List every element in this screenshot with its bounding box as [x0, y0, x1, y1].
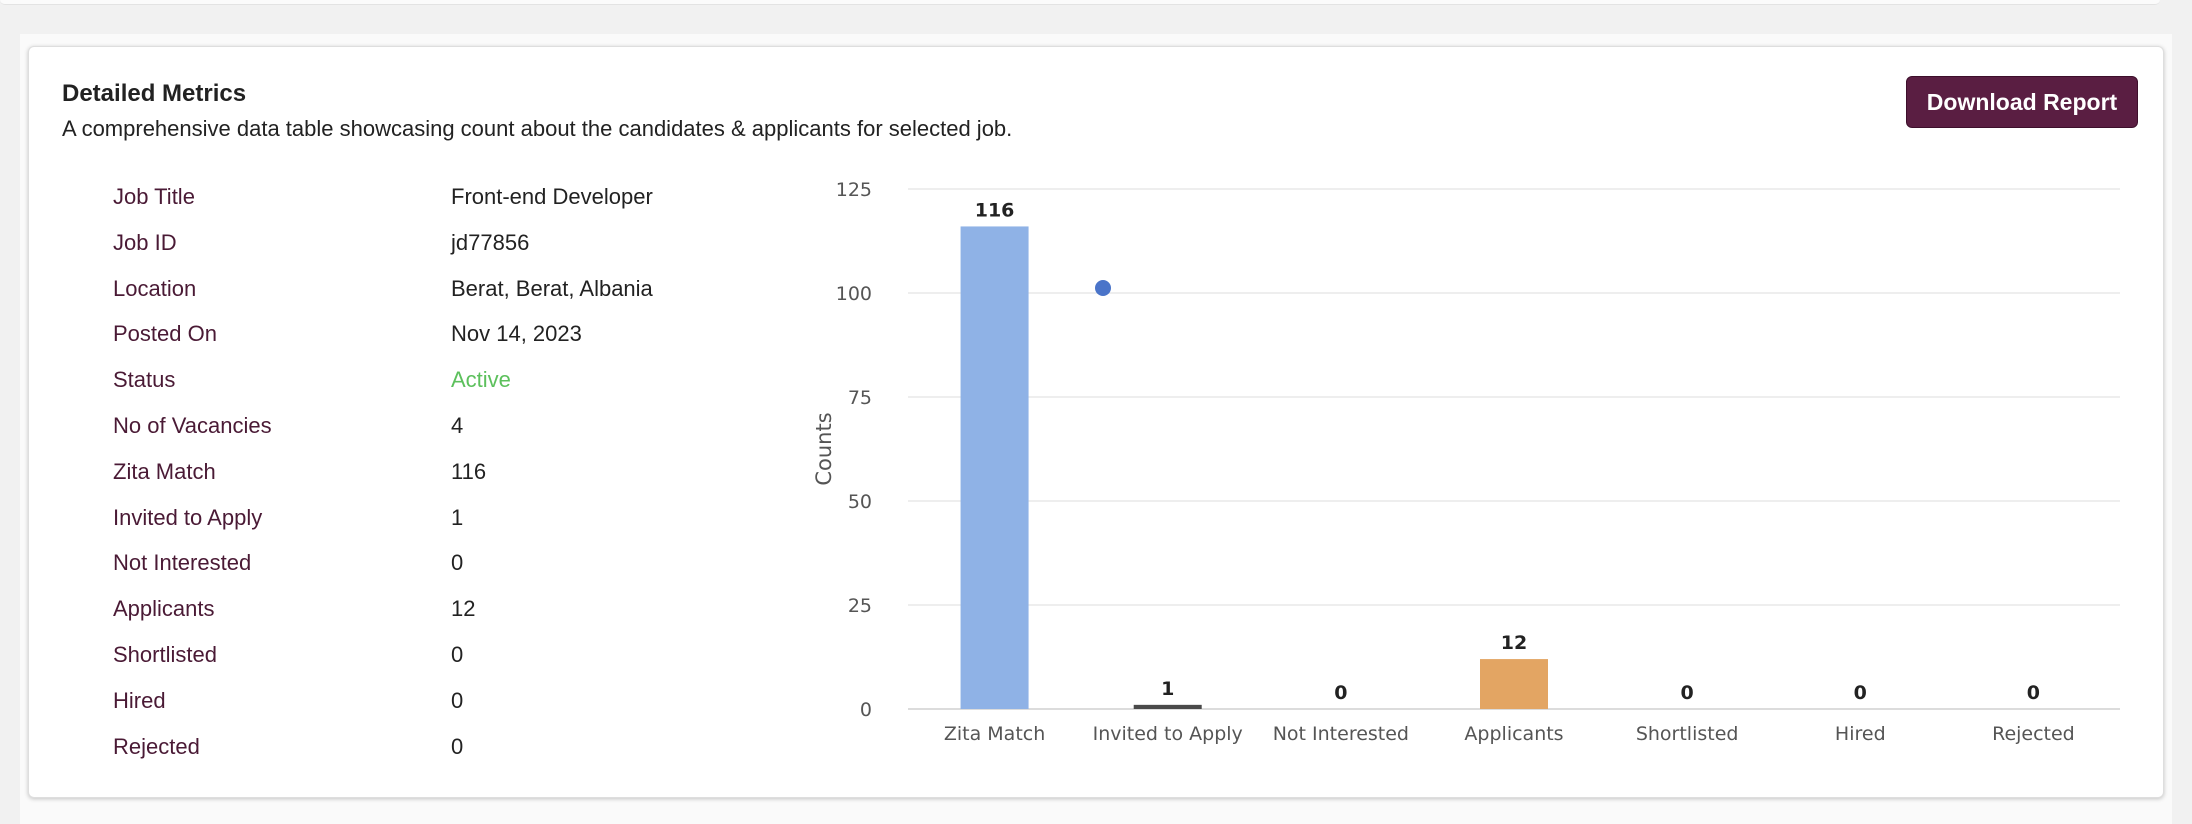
detail-row-status: Status Active	[113, 359, 713, 405]
detail-label: Applicants	[113, 596, 215, 622]
detail-value: 4	[451, 412, 464, 438]
detail-value: 12	[451, 596, 476, 622]
detail-value: Nov 14, 2023	[451, 321, 582, 347]
detail-row-vacancies: No of Vacancies 4	[113, 405, 713, 451]
detail-row-shortlisted: Shortlisted 0	[113, 634, 713, 680]
y-tick-label: 75	[848, 387, 872, 409]
bar	[960, 226, 1029, 709]
detail-label: Zita Match	[113, 458, 216, 484]
y-tick-label: 25	[848, 595, 872, 617]
detail-value: 0	[451, 550, 464, 576]
detail-row-hired: Hired 0	[113, 680, 713, 726]
detail-value: Berat, Berat, Albania	[451, 275, 653, 301]
y-tick-label: 0	[860, 699, 872, 721]
y-tick-label: 50	[848, 491, 872, 513]
x-tick-label: Applicants	[1464, 723, 1563, 745]
data-label: 1	[1161, 678, 1174, 700]
y-tick-label: 100	[836, 283, 872, 305]
detail-value: 1	[451, 504, 464, 530]
data-label: 0	[1334, 682, 1347, 704]
page-subtitle: A comprehensive data table showcasing co…	[62, 116, 1013, 141]
metrics-card	[28, 46, 2164, 798]
detail-label: Job Title	[113, 184, 195, 209]
detail-label: Hired	[113, 687, 166, 713]
detail-row-rejected: Rejected 0	[113, 726, 713, 772]
data-label: 0	[1681, 682, 1694, 704]
y-tick-label: 125	[836, 179, 872, 201]
x-tick-label: Zita Match	[944, 723, 1045, 745]
detail-label: Job ID	[113, 229, 177, 255]
y-axis-label: Counts	[812, 412, 836, 485]
detail-label: Posted On	[113, 321, 217, 347]
page-title: Detailed Metrics	[62, 80, 247, 107]
detail-label: Location	[113, 275, 197, 301]
x-tick-label: Invited to Apply	[1093, 723, 1243, 745]
detail-row-job-id: Job ID jd77856	[113, 222, 713, 268]
data-label: 116	[975, 199, 1015, 221]
detail-row-applicants: Applicants 12	[113, 588, 713, 634]
x-tick-label: Not Interested	[1273, 723, 1409, 745]
data-label: 0	[2027, 682, 2040, 704]
x-tick-label: Hired	[1835, 723, 1886, 745]
detail-label: No of Vacancies	[113, 412, 272, 438]
bar	[1133, 704, 1202, 709]
detail-row-job-title: Job Title Front-end Developer	[113, 176, 713, 222]
detail-value: 0	[451, 733, 464, 759]
detail-value: Front-end Developer	[451, 184, 653, 209]
data-label: 0	[1854, 682, 1867, 704]
detail-value: 0	[451, 641, 464, 667]
download-report-button[interactable]: Download Report	[1906, 76, 2138, 128]
detail-value: 0	[451, 687, 464, 713]
detail-label: Status	[113, 367, 176, 393]
detail-value: 116	[451, 458, 487, 484]
detail-value: jd77856	[451, 229, 530, 255]
counts-bar-chart: 0 25 50 75 100 125 Counts 116 Zita Match 1 Invited…	[812, 179, 2120, 745]
hover-marker-dot	[1095, 280, 1111, 296]
data-label: 12	[1501, 632, 1527, 654]
job-details-table: Job Title Front-end Developer Job ID jd7…	[113, 176, 713, 771]
detail-row-location: Location Berat, Berat, Albania	[113, 268, 713, 314]
detail-label: Shortlisted	[113, 641, 217, 667]
top-strip	[0, 0, 2160, 5]
detail-row-not-interested: Not Interested 0	[113, 542, 713, 588]
detail-label: Invited to Apply	[113, 504, 263, 530]
detail-row-posted-on: Posted On Nov 14, 2023	[113, 313, 713, 359]
bar	[1480, 659, 1548, 709]
detail-label: Not Interested	[113, 550, 252, 576]
detail-row-zita-match: Zita Match 116	[113, 451, 713, 497]
detail-row-invited: Invited to Apply 1	[113, 497, 713, 543]
status-badge: Active	[451, 367, 511, 393]
detail-label: Rejected	[113, 733, 200, 759]
x-tick-label: Rejected	[1992, 723, 2075, 745]
x-tick-label: Shortlisted	[1636, 723, 1739, 745]
